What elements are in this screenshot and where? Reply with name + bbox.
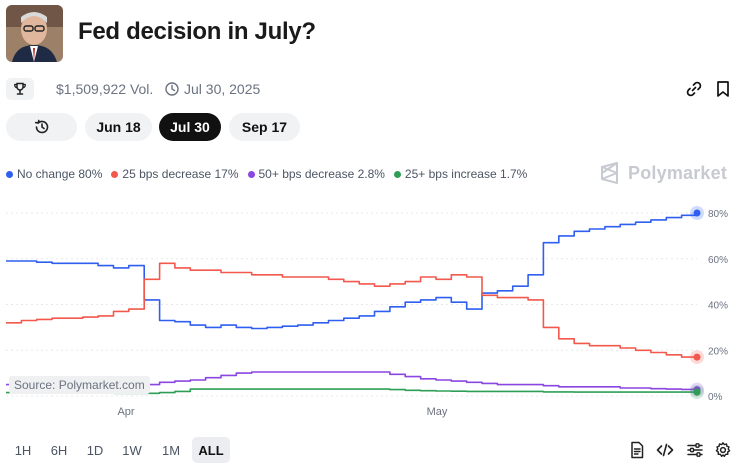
date-pill-sep-17[interactable]: Sep 17 (229, 113, 300, 141)
polymarket-watermark: Polymarket (600, 162, 727, 184)
series-line-2 (6, 371, 698, 391)
series-endpoint (693, 353, 701, 361)
price-chart[interactable]: 80% 60% 40% 20% 0% Apr May (0, 195, 752, 425)
gear-icon[interactable] (714, 441, 732, 459)
y-tick-label: 40% (708, 301, 728, 312)
timeframe-6h[interactable]: 6H (50, 442, 68, 458)
x-axis: Apr May (117, 406, 447, 418)
chart-legend: No change 80% 25 bps decrease 17% 50+ bp… (6, 167, 527, 181)
chart-lines (6, 213, 698, 395)
link-icon[interactable] (685, 80, 703, 98)
market-avatar (6, 5, 63, 62)
filter-settings-icon[interactable] (686, 441, 704, 459)
market-title: Fed decision in July? (78, 18, 316, 45)
embed-code-icon[interactable] (656, 441, 674, 459)
legend-dot (393, 170, 401, 178)
chart-endpoints (690, 206, 704, 400)
legend-dot (247, 170, 255, 178)
y-tick-label: 20% (708, 346, 728, 357)
brand-name: Polymarket (628, 162, 728, 183)
legend-item-no-change: No change 80% (6, 167, 102, 181)
end-date: Jul 30, 2025 (184, 81, 261, 97)
x-tick-label: May (427, 406, 448, 418)
legend-label: 25 bps decrease 17% (122, 167, 239, 181)
y-tick-label: 0% (708, 392, 723, 403)
history-button[interactable] (6, 113, 77, 141)
series-endpoint (693, 209, 701, 217)
source-label: Source: Polymarket.com (9, 376, 150, 394)
legend-item-25bps-increase: 25+ bps increase 1.7% (393, 167, 528, 181)
date-pill-jul-30[interactable]: Jul 30 (159, 113, 221, 141)
y-tick-label: 80% (708, 209, 728, 220)
polymarket-logo-icon (601, 162, 618, 184)
legend-item-50bps-decrease: 50+ bps decrease 2.8% (247, 167, 385, 181)
legend-label: No change 80% (17, 167, 103, 181)
trophy-button[interactable] (6, 78, 34, 100)
legend-dot (111, 170, 119, 178)
volume-text: $1,509,922 Vol. (56, 81, 154, 97)
bookmark-icon[interactable] (715, 80, 731, 98)
timeframe-1d[interactable]: 1D (86, 442, 104, 458)
trophy-icon (14, 82, 26, 95)
timeframe-all[interactable]: ALL (192, 437, 230, 463)
legend-label: 50+ bps decrease 2.8% (258, 167, 385, 181)
clock-icon (165, 82, 179, 96)
timeframe-1h[interactable]: 1H (14, 442, 32, 458)
series-line-1 (6, 262, 697, 358)
y-tick-label: 60% (708, 255, 728, 266)
date-pill-jun-18[interactable]: Jun 18 (85, 113, 152, 141)
legend-item-25bps-decrease: 25 bps decrease 17% (111, 167, 239, 181)
chart-grid (6, 212, 697, 397)
x-tick-label: Apr (117, 406, 134, 418)
history-icon (34, 119, 48, 134)
series-endpoint (693, 388, 701, 396)
legend-dot (6, 170, 13, 178)
legend-label: 25+ bps increase 1.7% (404, 167, 528, 181)
document-icon[interactable] (628, 441, 646, 459)
timeframe-1m[interactable]: 1M (161, 442, 181, 458)
timeframe-1w[interactable]: 1W (122, 442, 142, 458)
y-axis: 80% 60% 40% 20% 0% (708, 209, 728, 403)
series-line-0 (6, 213, 698, 330)
